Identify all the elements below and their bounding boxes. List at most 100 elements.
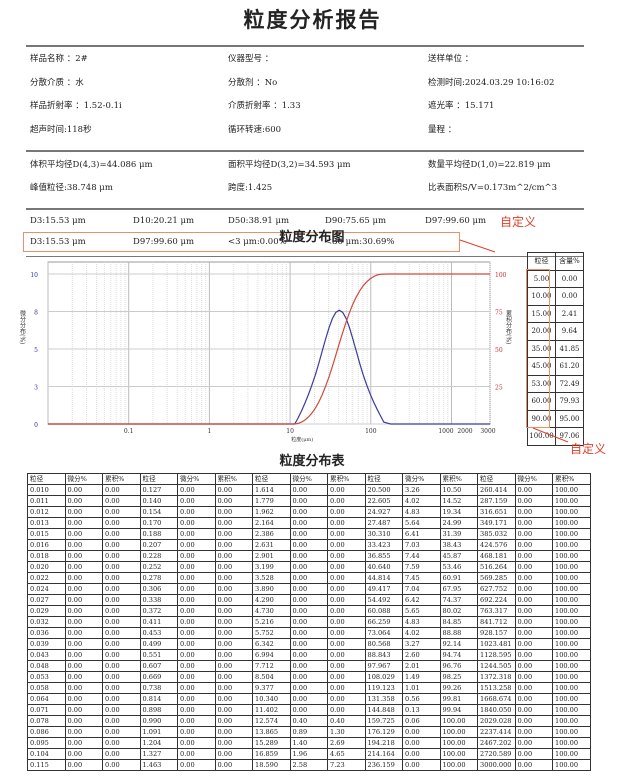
table-cell: 0.00: [555, 287, 584, 306]
table-cell: 8.504: [252, 671, 291, 683]
table-cell: 1128.595: [477, 649, 516, 661]
table-cell: 236.159: [364, 759, 403, 771]
table-cell: 3.27: [402, 638, 441, 650]
table-cell: 0.00: [102, 682, 141, 694]
table-cell: 0.00: [64, 704, 103, 716]
table-cell: 粒径: [477, 473, 516, 485]
table-cell: 0.022: [27, 572, 66, 584]
table-cell: 含量%: [555, 252, 584, 271]
table-cell: 0.115: [27, 759, 66, 771]
table-cell: 0.00: [214, 715, 253, 727]
table-cell: 0.00: [214, 627, 253, 639]
table-cell: 1.091: [139, 726, 178, 738]
table-cell: 0.00: [177, 517, 216, 529]
table-cell: 5.64: [402, 517, 441, 529]
table-cell: 27.487: [364, 517, 403, 529]
table-cell: 0.338: [139, 594, 178, 606]
table-cell: 4.02: [402, 627, 441, 639]
table-cell: 0.00: [64, 517, 103, 529]
table-cell: 4.290: [252, 594, 291, 606]
table-cell: 2.386: [252, 528, 291, 540]
table-cell: 100.00: [552, 682, 591, 694]
table-cell: 1.962: [252, 506, 291, 518]
table-cell: 0.00: [214, 748, 253, 760]
info-field: 介质折射率 ：1.33: [228, 101, 301, 111]
table-row: 0.012 0.00 0.00 0.154 0.00 0.00 1.962 0.00 0.00 2…: [27, 506, 591, 518]
table-cell: 3.199: [252, 561, 291, 573]
average-field: 跨度:1.425: [228, 183, 273, 193]
table-cell: 0.154: [139, 506, 178, 518]
custom-annotation: 自定义: [570, 442, 607, 456]
table-cell: 100.00: [552, 561, 591, 573]
table-cell: 0.00: [177, 649, 216, 661]
table-cell: 0.027: [27, 594, 66, 606]
info-field: 循环转速:600: [228, 124, 282, 135]
table-cell: 2.41: [555, 304, 584, 323]
table-cell: 5.752: [252, 627, 291, 639]
table-cell: 0.00: [102, 517, 141, 529]
table-cell: 0.00: [214, 539, 253, 551]
custom-value: <30 μm:30.69%: [325, 237, 395, 247]
table-cell: 0.00: [177, 759, 216, 771]
table-cell: 0.00: [177, 704, 216, 716]
table-cell: 0.00: [514, 583, 553, 595]
table-cell: 0.00: [214, 594, 253, 606]
table-cell: 0.140: [139, 495, 178, 507]
table-cell: 7.59: [402, 561, 441, 573]
d-value: D50:38.91 μm: [228, 216, 290, 226]
table-cell: 0.00: [327, 506, 366, 518]
info-field: 分散剂 ：No: [228, 77, 278, 88]
table-cell: 15.289: [252, 737, 291, 749]
table-cell: 0.00: [514, 594, 553, 606]
table-cell: 1244.505: [477, 660, 516, 672]
table-cell: 2.58: [289, 759, 328, 771]
table-row: 0.058 0.00 0.00 0.738 0.00 0.00 9.377 0.00 0.00 1…: [27, 682, 591, 694]
table-row: 20.00 9.64: [527, 322, 584, 341]
y-tick-label: 3: [34, 385, 38, 392]
table-cell: 144.848: [364, 704, 403, 716]
table-cell: 0.00: [177, 561, 216, 573]
table-cell: 0.00: [64, 616, 103, 628]
table-cell: 粒径: [252, 473, 291, 485]
table-cell: 0.00: [514, 517, 553, 529]
table-cell: 3.26: [402, 484, 441, 496]
table-cell: 841.712: [477, 616, 516, 628]
table-cell: 100.00: [552, 506, 591, 518]
table-cell: 88.88: [439, 627, 478, 639]
report-title: 粒度分析报告: [243, 8, 382, 32]
x-tick-label: 100: [365, 428, 377, 435]
table-cell: 100.00: [552, 594, 591, 606]
info-field: 样品折射率 ：1.52-0.1i: [30, 101, 122, 111]
table-cell: 100.00: [552, 627, 591, 639]
x-tick-label: 1: [207, 428, 211, 435]
custom-value: <3 μm:0.00%: [228, 237, 287, 247]
table-row: 0.078 0.00 0.00 0.990 0.00 0.00 12.574 0.40 0.40…: [27, 715, 591, 727]
table-cell: 100.00: [552, 539, 591, 551]
table-cell: 9.64: [555, 322, 584, 341]
table-cell: 0.00: [102, 726, 141, 738]
table-cell: 0.00: [327, 616, 366, 628]
table-cell: 0.00: [64, 539, 103, 551]
table-cell: 累积%: [439, 473, 478, 485]
table-cell: 159.725: [364, 715, 403, 727]
table-cell: 131.358: [364, 693, 403, 705]
table-cell: 0.00: [514, 495, 553, 507]
table-cell: 0.00: [64, 605, 103, 617]
table-cell: 54.492: [364, 594, 403, 606]
custom-column-highlight: [526, 269, 550, 428]
info-field: 量程 ：: [428, 124, 457, 135]
table-cell: 0.00: [64, 759, 103, 771]
table-cell: 4.02: [402, 495, 441, 507]
table-cell: 10.50: [439, 484, 478, 496]
table-cell: 0.00: [289, 572, 328, 584]
table-cell: 0.00: [177, 550, 216, 562]
table-cell: 0.053: [27, 671, 66, 683]
table-cell: 468.181: [477, 550, 516, 562]
table-cell: 0.00: [102, 737, 141, 749]
table-cell: 0.228: [139, 550, 178, 562]
table-cell: 0.00: [327, 572, 366, 584]
table-cell: 287.159: [477, 495, 516, 507]
table-cell: 0.00: [514, 649, 553, 661]
table-row: 0.048 0.00 0.00 0.607 0.00 0.00 7.712 0.00 0.00 9…: [27, 660, 591, 672]
table-cell: 0.00: [327, 528, 366, 540]
